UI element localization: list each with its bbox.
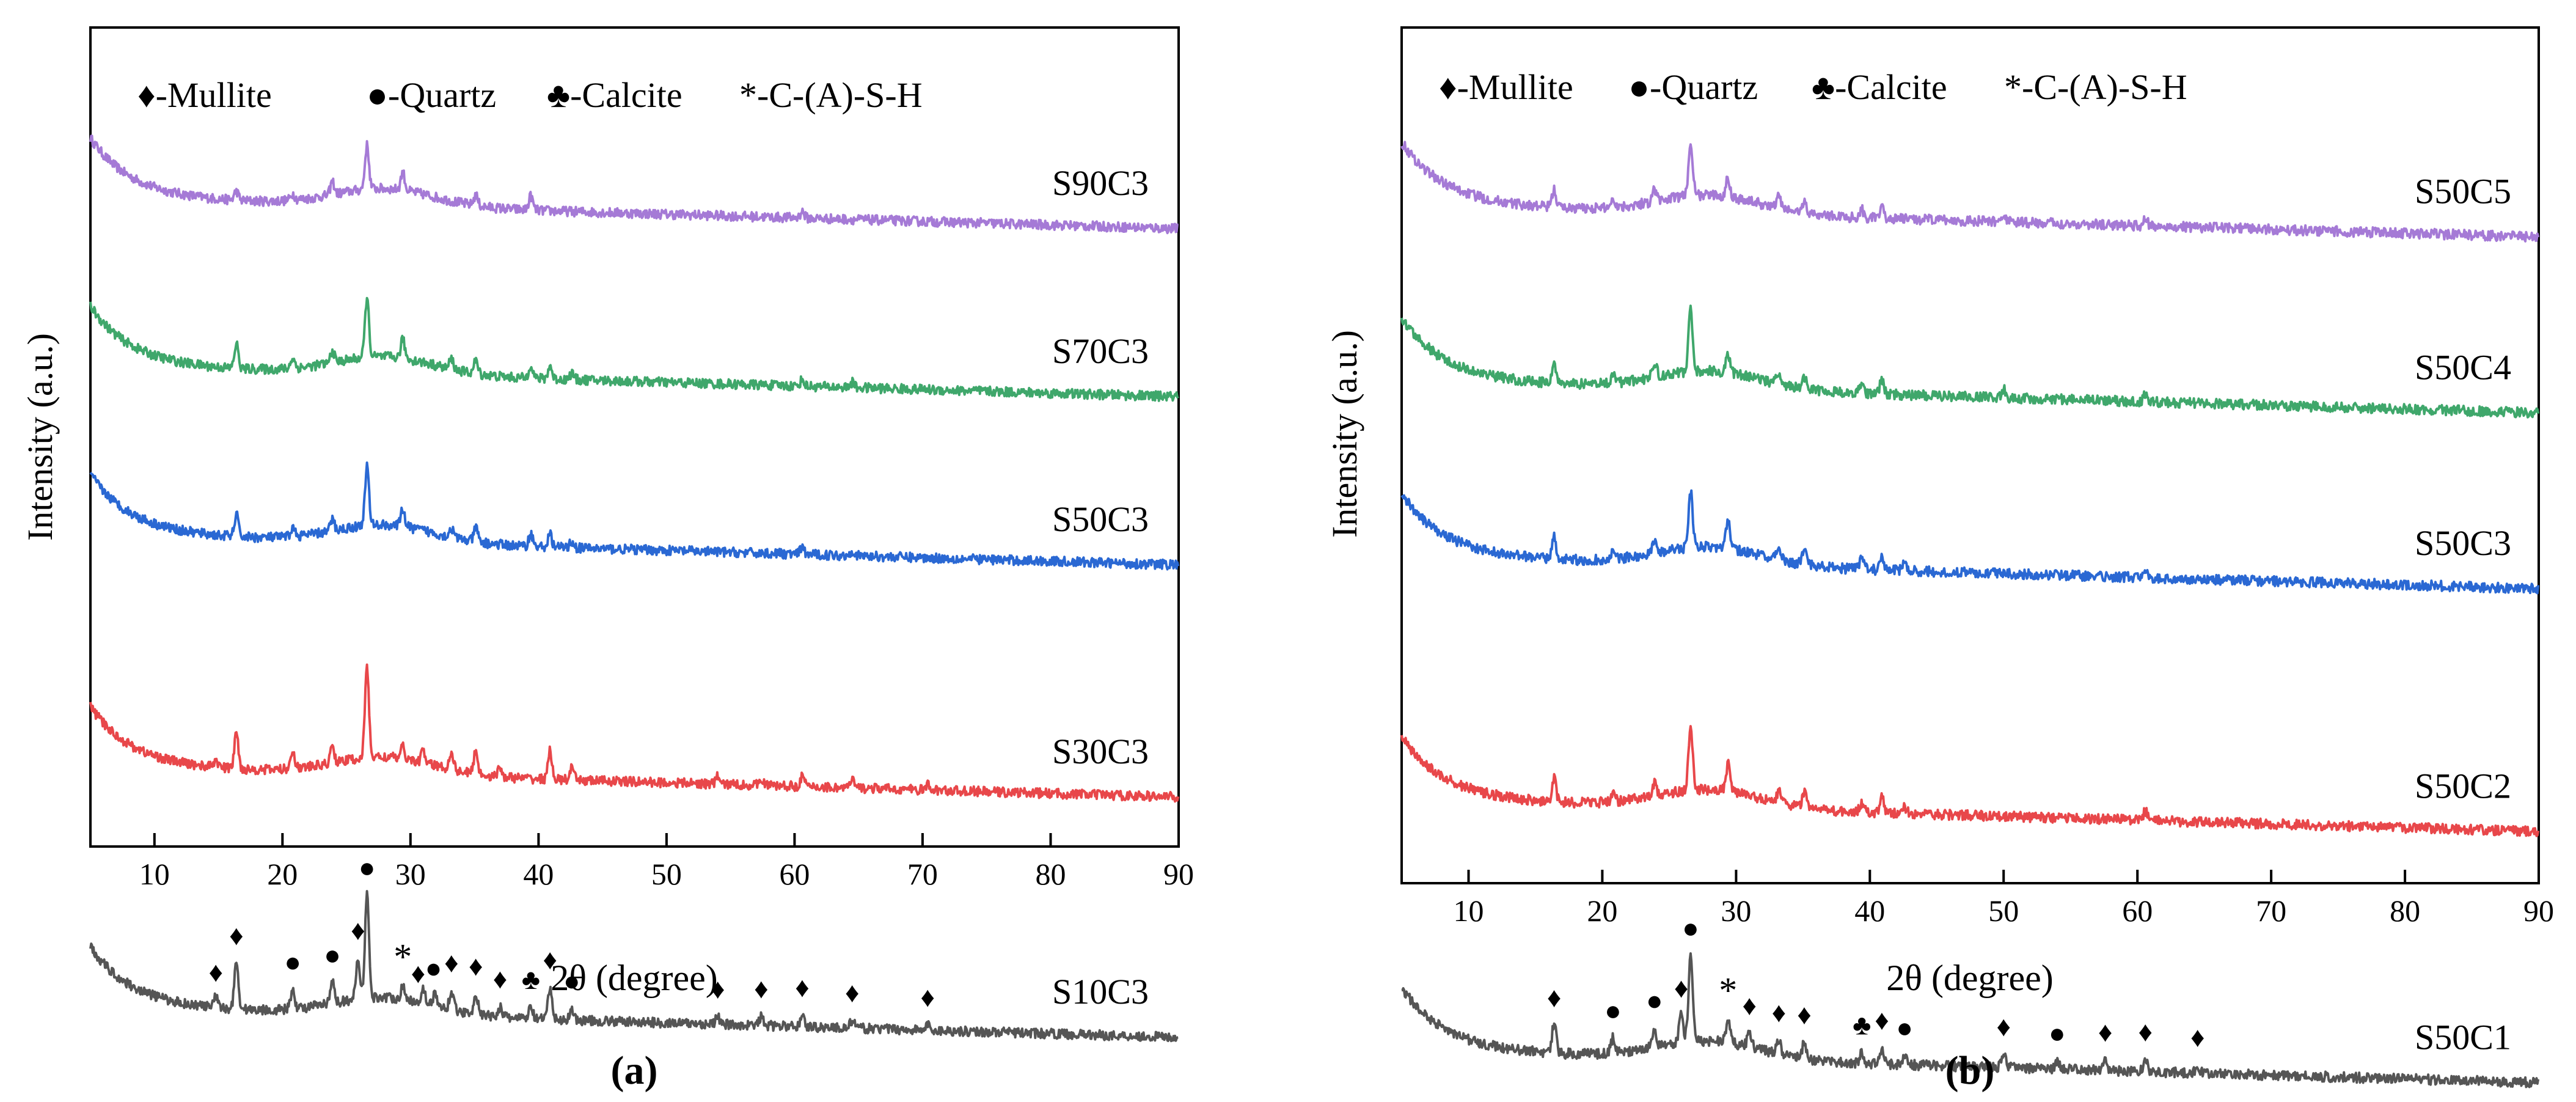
phase-marker: ♦ — [1875, 1005, 1889, 1036]
x-axis-label: 2θ (degree) — [551, 958, 718, 998]
x-tick-label: 20 — [267, 857, 298, 891]
x-tick-label: 80 — [1036, 857, 1066, 891]
phase-marker: ● — [1646, 985, 1663, 1016]
series-label-s70c3: S70C3 — [1052, 331, 1149, 371]
x-tick-label: 50 — [651, 857, 682, 891]
phase-marker: ● — [563, 965, 580, 996]
phase-marker: ♦ — [2139, 1016, 2153, 1048]
x-tick-label: 10 — [139, 857, 170, 891]
phase-marker: ● — [1605, 995, 1622, 1026]
phase-marker: ♣ — [1853, 1009, 1871, 1040]
legend-cash: *-C-(A)-S-H — [2004, 67, 2187, 107]
x-tick-label: 30 — [1721, 894, 1751, 928]
x-tick-label: 90 — [1163, 857, 1194, 891]
series-label-s50c5: S50C5 — [2415, 172, 2511, 211]
y-axis-label: Intensity (a.u.) — [20, 333, 60, 541]
x-tick-label: 90 — [2523, 894, 2554, 928]
phase-marker: ● — [324, 939, 341, 971]
series-line-s50c2 — [1400, 725, 2540, 837]
phase-marker: ♦ — [493, 963, 507, 994]
panel-a: ♦♦● ●♦●*♦ ● ♦ ♦ ♦ ♣♦● ♦ ♦ ♦ ♦ ♦ S90C3S70C3S50C3S30C… — [20, 26, 1194, 1093]
phase-marker: * — [393, 937, 412, 977]
x-tick-label: 70 — [2256, 894, 2286, 928]
phase-marker: ♦ — [711, 973, 725, 1004]
x-tick-label: 80 — [2390, 894, 2420, 928]
series-line-s30c3 — [89, 663, 1180, 803]
phase-marker: ● — [1896, 1012, 1913, 1043]
phase-marker: ● — [425, 953, 442, 984]
legend-calcite: ♣-Calcite — [547, 75, 682, 115]
x-tick-label: 30 — [395, 857, 426, 891]
panel-b: ♦ ● ● ♦●* ♦ ♦ ♦ ♣ ♦ ● ♦ ● ♦ ♦ ♦ S50C5S50C4S50C3S50C2S5… — [1325, 26, 2554, 1093]
legend-quartz: ●-Quartz — [367, 75, 496, 115]
phase-marker: ● — [284, 947, 301, 978]
phase-marker: ♦ — [229, 920, 243, 951]
phase-marker: ● — [2049, 1018, 2066, 1049]
x-axis-label: 2θ (degree) — [1886, 958, 2054, 998]
x-tick-label: 10 — [1454, 894, 1484, 928]
plot-frame — [89, 26, 1180, 848]
y-axis-label: Intensity (a.u.) — [1325, 330, 1364, 538]
panel-label-a: (a) — [611, 1048, 658, 1093]
phase-marker: ♦ — [411, 958, 425, 989]
phase-marker: ♦ — [2098, 1016, 2112, 1048]
phase-marker: ♦ — [754, 973, 768, 1004]
series-line-s50c1 — [1401, 952, 2540, 1089]
phase-marker: ♦ — [1547, 982, 1561, 1013]
series-line-s90c3 — [89, 134, 1179, 235]
plot-frame — [1400, 26, 2540, 884]
series-line-s50c5 — [1400, 141, 2540, 243]
series-label-s50c3: S50C3 — [1052, 499, 1149, 539]
phase-marker: ♦ — [921, 982, 935, 1013]
x-tick-label: 40 — [523, 857, 554, 891]
series-line-s50c4 — [1400, 304, 2540, 419]
phase-marker: ♦ — [1996, 1011, 2010, 1042]
phase-marker: ♦ — [209, 957, 223, 988]
phase-marker: ● — [1682, 913, 1699, 944]
phase-marker: ♦ — [351, 914, 365, 946]
legend-mullite: ♦-Mullite — [137, 75, 272, 115]
x-tick-label: 60 — [779, 857, 810, 891]
series-label-s50c2: S50C2 — [2415, 766, 2511, 806]
panel-label-b: (b) — [1945, 1048, 1995, 1093]
series-line-s50c3 — [89, 461, 1180, 571]
series-line-s50c3 — [1400, 489, 2540, 595]
legend-calcite: ♣-Calcite — [1812, 67, 1947, 107]
phase-marker: * — [1719, 971, 1737, 1011]
series-label-s10c3: S10C3 — [1052, 972, 1149, 1012]
phase-marker: ♦ — [1772, 997, 1786, 1028]
legend-mullite: ♦-Mullite — [1439, 67, 1573, 107]
phase-marker: ♦ — [795, 972, 809, 1003]
phase-marker: ♦ — [1797, 999, 1811, 1030]
phase-marker: ♣ — [522, 964, 540, 995]
phase-marker: ♦ — [444, 947, 458, 978]
series-label-s90c3: S90C3 — [1052, 163, 1149, 203]
x-tick-label: 20 — [1587, 894, 1617, 928]
phase-marker: ♦ — [2190, 1022, 2205, 1053]
series-line-s10c3 — [89, 890, 1179, 1043]
series-label-s50c1: S50C1 — [2415, 1017, 2511, 1057]
x-tick-label: 50 — [1988, 894, 2019, 928]
x-tick-label: 70 — [907, 857, 938, 891]
legend-cash: *-C-(A)-S-H — [739, 75, 923, 115]
phase-marker: ♦ — [469, 950, 483, 982]
series-label-s50c4: S50C4 — [2415, 347, 2511, 387]
legend: ♦-Mullite ●-Quartz ♣-Calcite *-C-(A)-S-H — [137, 75, 923, 115]
legend-quartz: ●-Quartz — [1628, 67, 1758, 107]
phase-marker: ♦ — [845, 977, 859, 1008]
phase-marker: ● — [359, 852, 376, 883]
x-tick-label: 40 — [1854, 894, 1885, 928]
legend: ♦-Mullite ●-Quartz ♣-Calcite *-C-(A)-S-H — [1439, 67, 2187, 107]
phase-marker: ♦ — [543, 944, 557, 975]
x-tick-label: 60 — [2122, 894, 2153, 928]
series-label-s50c3: S50C3 — [2415, 523, 2511, 563]
series-line-s70c3 — [89, 296, 1179, 402]
phase-marker: ♦ — [1674, 972, 1688, 1004]
series-label-s30c3: S30C3 — [1052, 732, 1149, 771]
phase-marker: ♦ — [1742, 990, 1756, 1021]
